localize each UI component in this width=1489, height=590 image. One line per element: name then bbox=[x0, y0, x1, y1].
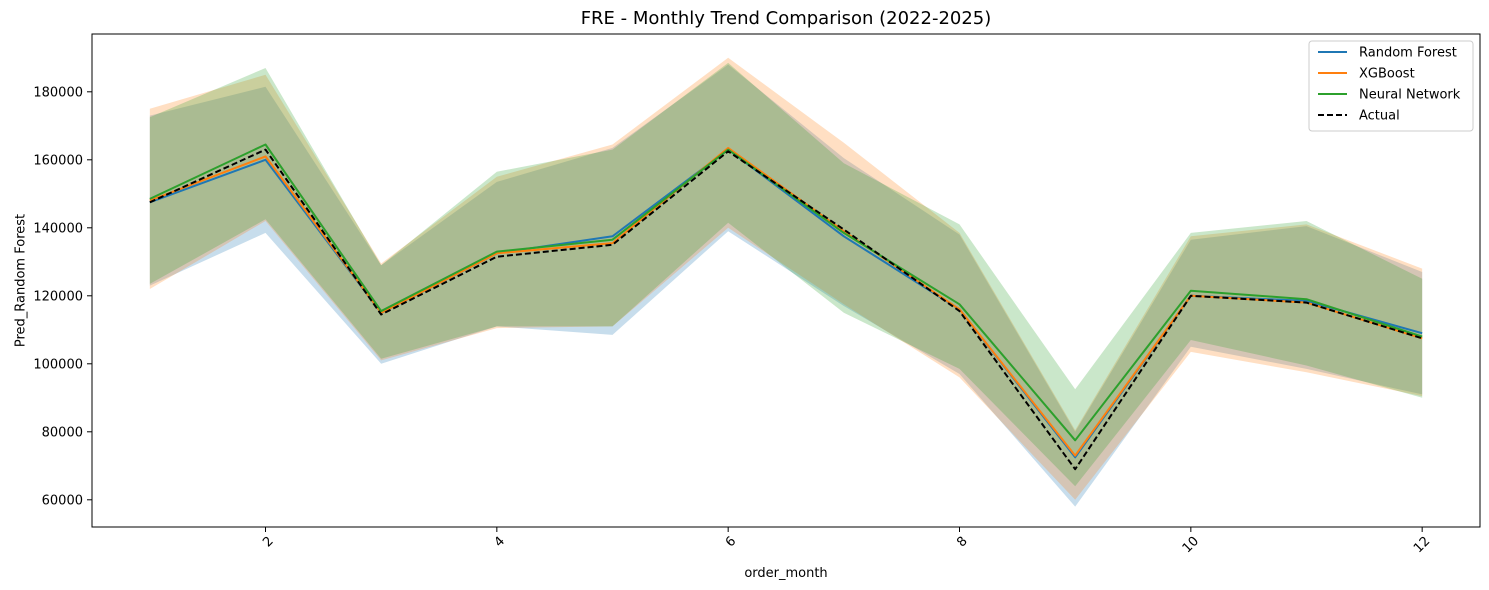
y-tick-label: 120000 bbox=[33, 289, 83, 304]
legend-box bbox=[1308, 40, 1474, 132]
chart-title: FRE - Monthly Trend Comparison (2022-202… bbox=[581, 8, 992, 29]
y-tick-label: 160000 bbox=[33, 153, 83, 168]
x-tick-label: 12 bbox=[1411, 534, 1433, 556]
legend-label-xgboost: XGBoost bbox=[1359, 67, 1415, 82]
x-axis-label: order_month bbox=[744, 566, 827, 581]
y-axis-label: Pred_Random Forest bbox=[14, 214, 29, 347]
y-tick-label: 80000 bbox=[42, 425, 83, 440]
legend-label-neural-network: Neural Network bbox=[1359, 88, 1461, 103]
y-tick-label: 180000 bbox=[33, 85, 83, 100]
confidence-bands bbox=[149, 57, 1423, 507]
band-random-forest bbox=[149, 64, 1423, 507]
x-axis: 2 4 6 8 10 12 bbox=[260, 527, 1433, 556]
y-axis: 60000 80000 100000 120000 140000 160000 180000 bbox=[33, 85, 92, 508]
line-actual bbox=[149, 148, 1423, 471]
legend-label-actual: Actual bbox=[1359, 109, 1400, 124]
x-tick-label: 10 bbox=[1180, 534, 1202, 556]
series-lines bbox=[149, 143, 1423, 471]
y-tick-label: 140000 bbox=[33, 221, 83, 236]
y-tick-label: 60000 bbox=[42, 493, 83, 508]
x-tick-label: 8 bbox=[954, 534, 970, 550]
band-neural-network bbox=[149, 62, 1423, 487]
plot-frame bbox=[91, 33, 1481, 528]
band-xgboost bbox=[149, 57, 1423, 500]
legend-label-random-forest: Random Forest bbox=[1359, 46, 1457, 61]
legend: Random Forest XGBoost Neural Network Actual bbox=[1308, 40, 1474, 132]
x-tick-label: 4 bbox=[492, 534, 508, 550]
x-tick-label: 6 bbox=[723, 534, 739, 550]
x-tick-label: 2 bbox=[260, 534, 276, 550]
y-tick-label: 100000 bbox=[33, 357, 83, 372]
